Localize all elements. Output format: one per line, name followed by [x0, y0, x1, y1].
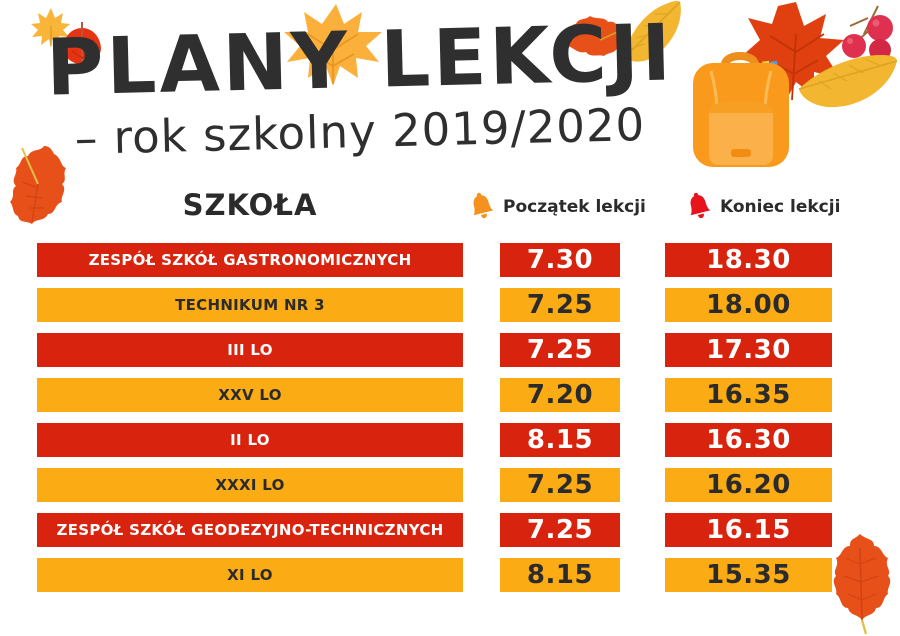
schedule-table: ZESPÓŁ SZKÓŁ GASTRONOMICZNYCH 7.30 18.30 TE…: [0, 243, 900, 603]
cell-end-time: 16.15: [665, 513, 832, 547]
cell-end-time: 15.35: [665, 558, 832, 592]
cell-end-time: 16.35: [665, 378, 832, 412]
cell-start-time: 7.25: [500, 288, 620, 322]
cell-end-time: 16.30: [665, 423, 832, 457]
table-row: XI LO 8.15 15.35: [0, 558, 900, 603]
table-row: TECHNIKUM NR 3 7.25 18.00: [0, 288, 900, 333]
cell-school: TECHNIKUM NR 3: [37, 288, 463, 322]
bell-icon: [687, 192, 711, 222]
cell-school: II LO: [37, 423, 463, 457]
cell-start-time: 7.25: [500, 468, 620, 502]
table-row: III LO 7.25 17.30: [0, 333, 900, 378]
cell-start-time: 8.15: [500, 558, 620, 592]
cell-school: XXV LO: [37, 378, 463, 412]
cell-end-time: 18.00: [665, 288, 832, 322]
cell-start-time: 7.30: [500, 243, 620, 277]
page-title-block: PLANY LEKCJI – rok szkolny 2019/2020: [0, 8, 720, 165]
cell-start-time: 7.25: [500, 333, 620, 367]
cell-start-time: 8.15: [500, 423, 620, 457]
table-row: XXV LO 7.20 16.35: [0, 378, 900, 423]
table-row: ZESPÓŁ SZKÓŁ GASTRONOMICZNYCH 7.30 18.30: [0, 243, 900, 288]
column-header-end: Koniec lekcji: [687, 192, 840, 222]
cell-end-time: 16.20: [665, 468, 832, 502]
cell-end-time: 18.30: [665, 243, 832, 277]
column-header-start-label: Początek lekcji: [503, 197, 646, 217]
column-header-end-label: Koniec lekcji: [720, 197, 841, 217]
cell-start-time: 7.20: [500, 378, 620, 412]
table-row: XXXI LO 7.25 16.20: [0, 468, 900, 513]
column-header-start: Początek lekcji: [470, 192, 646, 222]
birch-leaf-icon: [795, 45, 900, 121]
cell-school: XXXI LO: [37, 468, 463, 502]
table-row: II LO 8.15 16.30: [0, 423, 900, 468]
table-header: SZKOŁA Początek lekcji: [0, 188, 900, 232]
bell-icon: [470, 192, 494, 222]
cell-end-time: 17.30: [665, 333, 832, 367]
cell-school: XI LO: [37, 558, 463, 592]
maple-leaf-icon: [740, 0, 848, 110]
cell-school: III LO: [37, 333, 463, 367]
cell-school: ZESPÓŁ SZKÓŁ GASTRONOMICZNYCH: [37, 243, 463, 277]
page-title: PLANY LEKCJI: [45, 8, 675, 114]
cell-school: ZESPÓŁ SZKÓŁ GEODEZYJNO-TECHNICZNYCH: [37, 513, 463, 547]
berries-icon: [820, 4, 900, 74]
cell-start-time: 7.25: [500, 513, 620, 547]
table-row: ZESPÓŁ SZKÓŁ GEODEZYJNO-TECHNICZNYCH 7.25…: [0, 513, 900, 558]
column-header-school: SZKOŁA: [182, 188, 318, 222]
